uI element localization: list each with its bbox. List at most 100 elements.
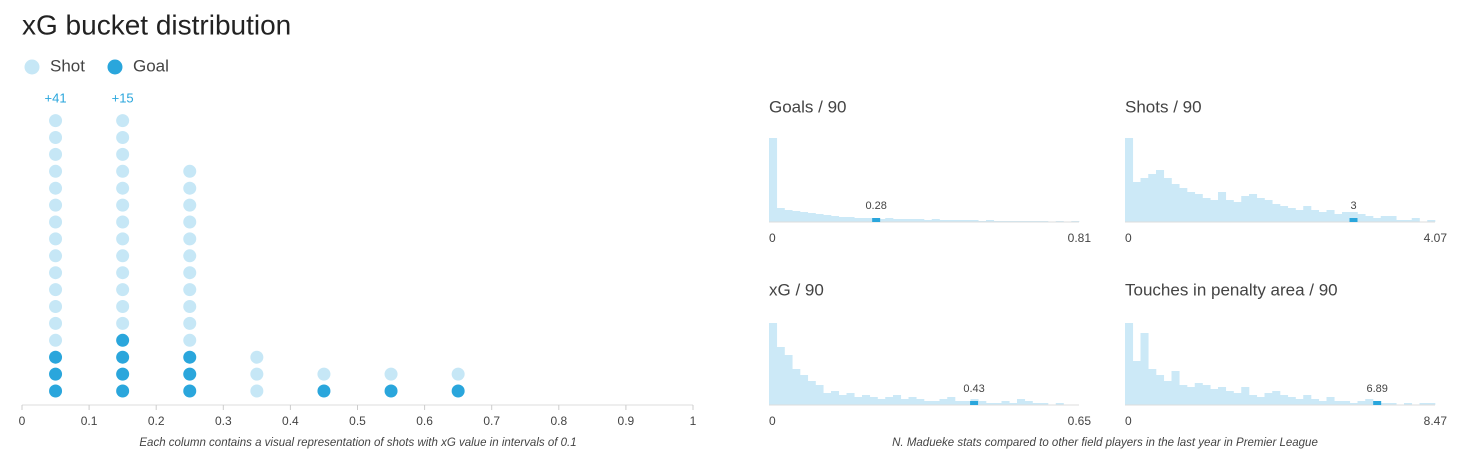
histogram-bar [1326,210,1335,222]
legend-label: Shot [50,56,85,75]
histogram-bar [1334,401,1343,405]
shot-dot [49,266,63,280]
histogram-title: Touches in penalty area / 90 [1125,280,1338,299]
x-tick-label: 0.7 [483,414,500,428]
histogram-bar [1202,198,1211,222]
histogram-bar [1132,182,1141,222]
shot-dot [183,198,197,212]
histogram-bar [1140,333,1149,405]
histogram-bar [854,397,863,405]
histogram-bar [1404,220,1413,222]
histogram-bar [1303,206,1312,222]
histogram-bar [1318,212,1327,222]
histogram-bar [885,218,894,222]
histogram-bar [769,323,778,405]
legend-marker [107,59,123,75]
shot-dot [116,283,130,297]
histogram-bar [970,220,979,222]
chart-title: xG bucket distribution [22,9,291,40]
player-marker [1373,401,1382,405]
histogram-bar [1287,397,1296,405]
histogram-bar [776,347,785,405]
histogram-bar [924,220,933,222]
shot-dot [49,131,63,144]
histogram-bar [947,397,956,405]
shot-dot [116,316,130,330]
x-tick-label: 0.65 [1068,414,1092,428]
histogram-bar [769,138,778,222]
histogram-bar [1171,371,1180,405]
shot-dot [49,384,63,398]
histogram-bar [1287,208,1296,222]
shot-dot [183,266,197,280]
shot-dot [49,367,63,381]
histogram-bar [916,399,925,405]
histogram-bar [1148,174,1157,222]
histogram-bar [1024,401,1033,405]
histogram-bar [831,391,840,405]
x-tick-label: 0.8 [550,414,567,428]
histogram-bar [893,395,902,405]
histogram-bar [893,219,902,222]
histogram-bar [1132,361,1141,405]
shot-dot [451,367,465,381]
histogram-bar [1342,401,1351,405]
shot-dot [183,283,197,297]
histogram-bar [993,403,1002,405]
histogram-bar [1303,395,1312,405]
player-marker [970,401,979,405]
histogram-bar [862,218,871,222]
histogram-bar [1249,194,1258,222]
histogram-bar [1148,369,1157,405]
histogram-bar [1040,403,1049,405]
histogram-bar [776,208,785,222]
shot-dot [317,367,331,381]
histogram-bar [1032,403,1041,405]
player-marker [1349,218,1358,222]
histogram-title: Goals / 90 [769,97,847,116]
x-tick-label: 0 [19,414,26,428]
histogram-bar [1264,393,1273,405]
player-marker-label: 3 [1350,200,1356,212]
histogram-bar [1404,403,1413,405]
histogram-bar [1357,214,1366,222]
histogram-bar [1001,401,1010,405]
histogram-bar [1349,403,1358,405]
x-tick-label: 0.9 [618,414,635,428]
shot-dot [183,300,197,313]
histogram-bar [1194,383,1203,405]
x-tick-label: 0.81 [1068,231,1092,245]
x-tick-label: 0.2 [148,414,165,428]
histogram-bar [885,397,894,405]
player-marker-label: 0.28 [865,200,886,212]
histogram-bar [807,381,816,405]
histogram-bar [1218,387,1227,405]
shot-dot [116,300,130,313]
shot-dot [49,283,63,297]
histogram-bar [1396,220,1405,222]
histogram-bar [1311,210,1320,222]
histogram-bar [1380,403,1389,405]
histogram-bar [955,401,964,405]
shot-dot [183,316,197,330]
histogram-bar [838,217,847,222]
histogram-bar [854,218,863,222]
shot-dot [116,350,130,364]
histogram-bar [1156,170,1165,222]
histogram-bar [1210,200,1219,222]
shot-dot [49,350,63,364]
shot-dot [116,131,130,144]
histogram-bar [931,401,940,405]
shot-dot [183,232,197,246]
histogram-title: Shots / 90 [1125,97,1202,116]
histogram-bar [1334,214,1343,222]
histogram-bar [1256,198,1265,222]
histogram-bar [877,219,886,222]
histogram-bar [1427,403,1436,405]
shot-dot [183,367,197,381]
x-axis-caption: Each column contains a visual representa… [139,437,576,449]
shot-dot [183,249,197,263]
histogram-bar [815,385,824,405]
